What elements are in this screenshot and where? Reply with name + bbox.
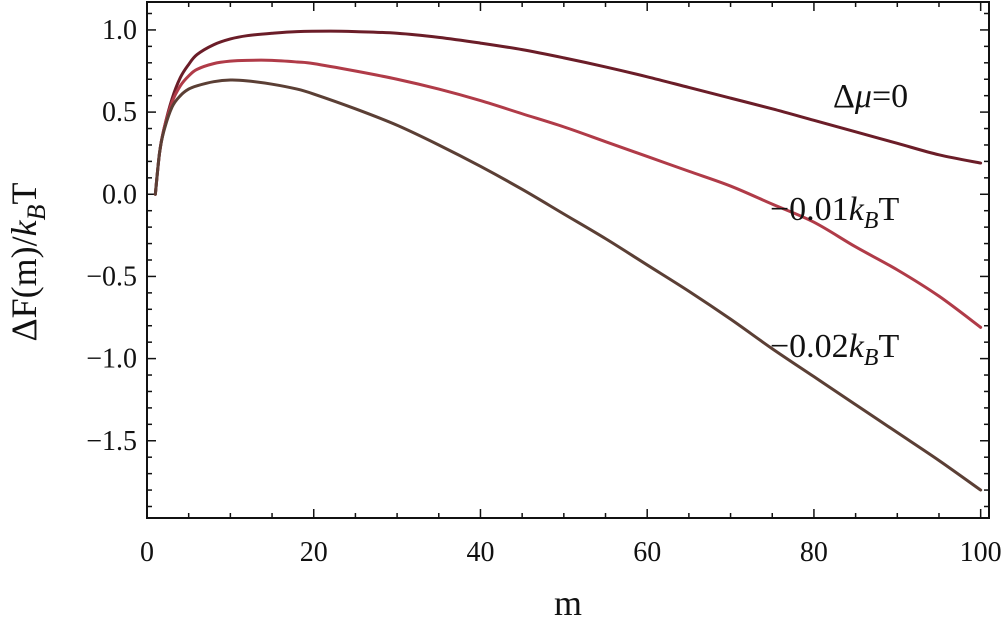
y-tick-label: −1.5 [86,426,137,457]
label-dmu-0: Δμ=0 [833,78,908,115]
y-tick-label: 1.0 [102,15,137,46]
series-line-2 [153,78,983,492]
x-tick-label: 80 [800,537,828,568]
y-tick-label: −0.5 [86,261,137,292]
y-tick-label: 0.0 [102,179,137,210]
y-tick-label: −1.0 [86,344,137,375]
series-line-0 [153,29,983,196]
axis-tick-labels: 0 20 40 60 80 100 −1.5 −1.0 −0.5 0.0 0.5 1.0 [86,15,1001,568]
series-lines [153,29,983,492]
series-line-1 [153,58,983,329]
x-tick-label: 60 [633,537,661,568]
label-dmu-0.02: −0.02kBT [770,328,899,371]
y-tick-label: 0.5 [102,97,137,128]
axis-ticks [146,2,989,518]
label-dmu-0.01: −0.01kBT [770,191,899,234]
x-tick-label: 0 [140,537,154,568]
x-tick-label: 100 [960,537,1002,568]
y-axis-label: ΔF(m)/kBT [4,182,51,341]
x-tick-label: 40 [466,537,494,568]
x-tick-label: 20 [300,537,328,568]
x-axis-label: m [554,583,582,623]
